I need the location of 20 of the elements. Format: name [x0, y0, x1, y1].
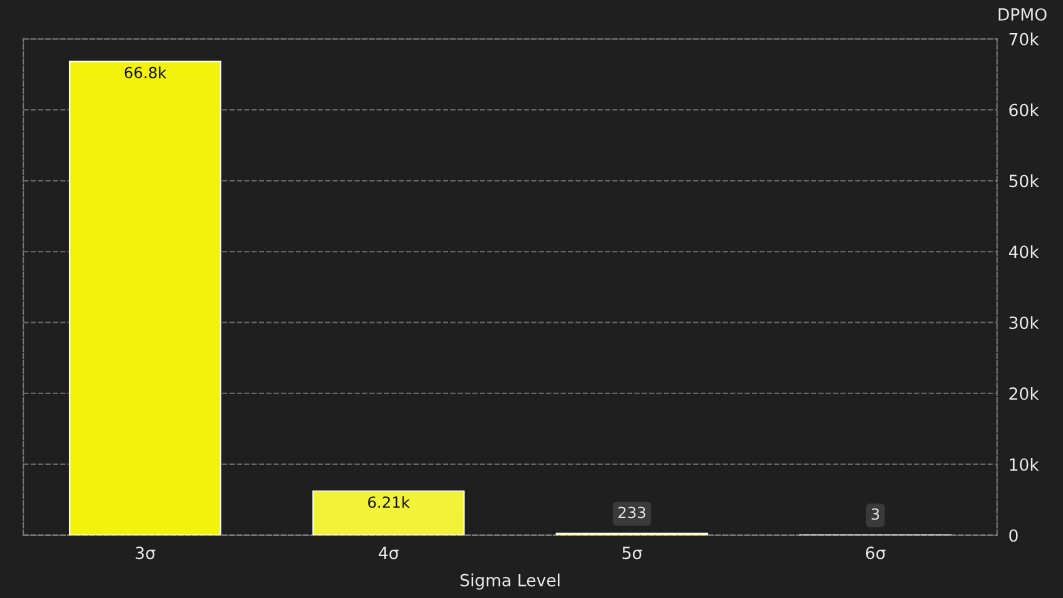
data-label: 233: [618, 506, 646, 519]
y-tick-label: 30k: [1009, 316, 1040, 330]
y-tick-label: 0: [1009, 529, 1018, 542]
bar: [68, 60, 222, 536]
data-label: 66.8k: [124, 66, 167, 79]
y-tick-label: 20k: [1009, 387, 1040, 400]
x-tick-label: 6σ: [865, 546, 886, 560]
y-axis-title: DPMO: [998, 8, 1047, 21]
x-axis-title: Sigma Level: [460, 573, 560, 590]
y-tick-label: 70k: [1009, 32, 1040, 46]
bar: [312, 490, 465, 536]
x-tick-label: 4σ: [378, 546, 399, 560]
data-label: 3: [871, 508, 880, 520]
y-tick-label: 40k: [1009, 245, 1040, 259]
data-label: 6.21k: [368, 496, 410, 508]
y-tick-label: 10k: [1010, 457, 1040, 471]
x-tick-label: 5σ: [622, 546, 643, 560]
y-tick-label: 60k: [1009, 103, 1040, 117]
x-tick-label: 3σ: [135, 546, 156, 560]
y-tick-label: 50k: [1009, 174, 1040, 188]
